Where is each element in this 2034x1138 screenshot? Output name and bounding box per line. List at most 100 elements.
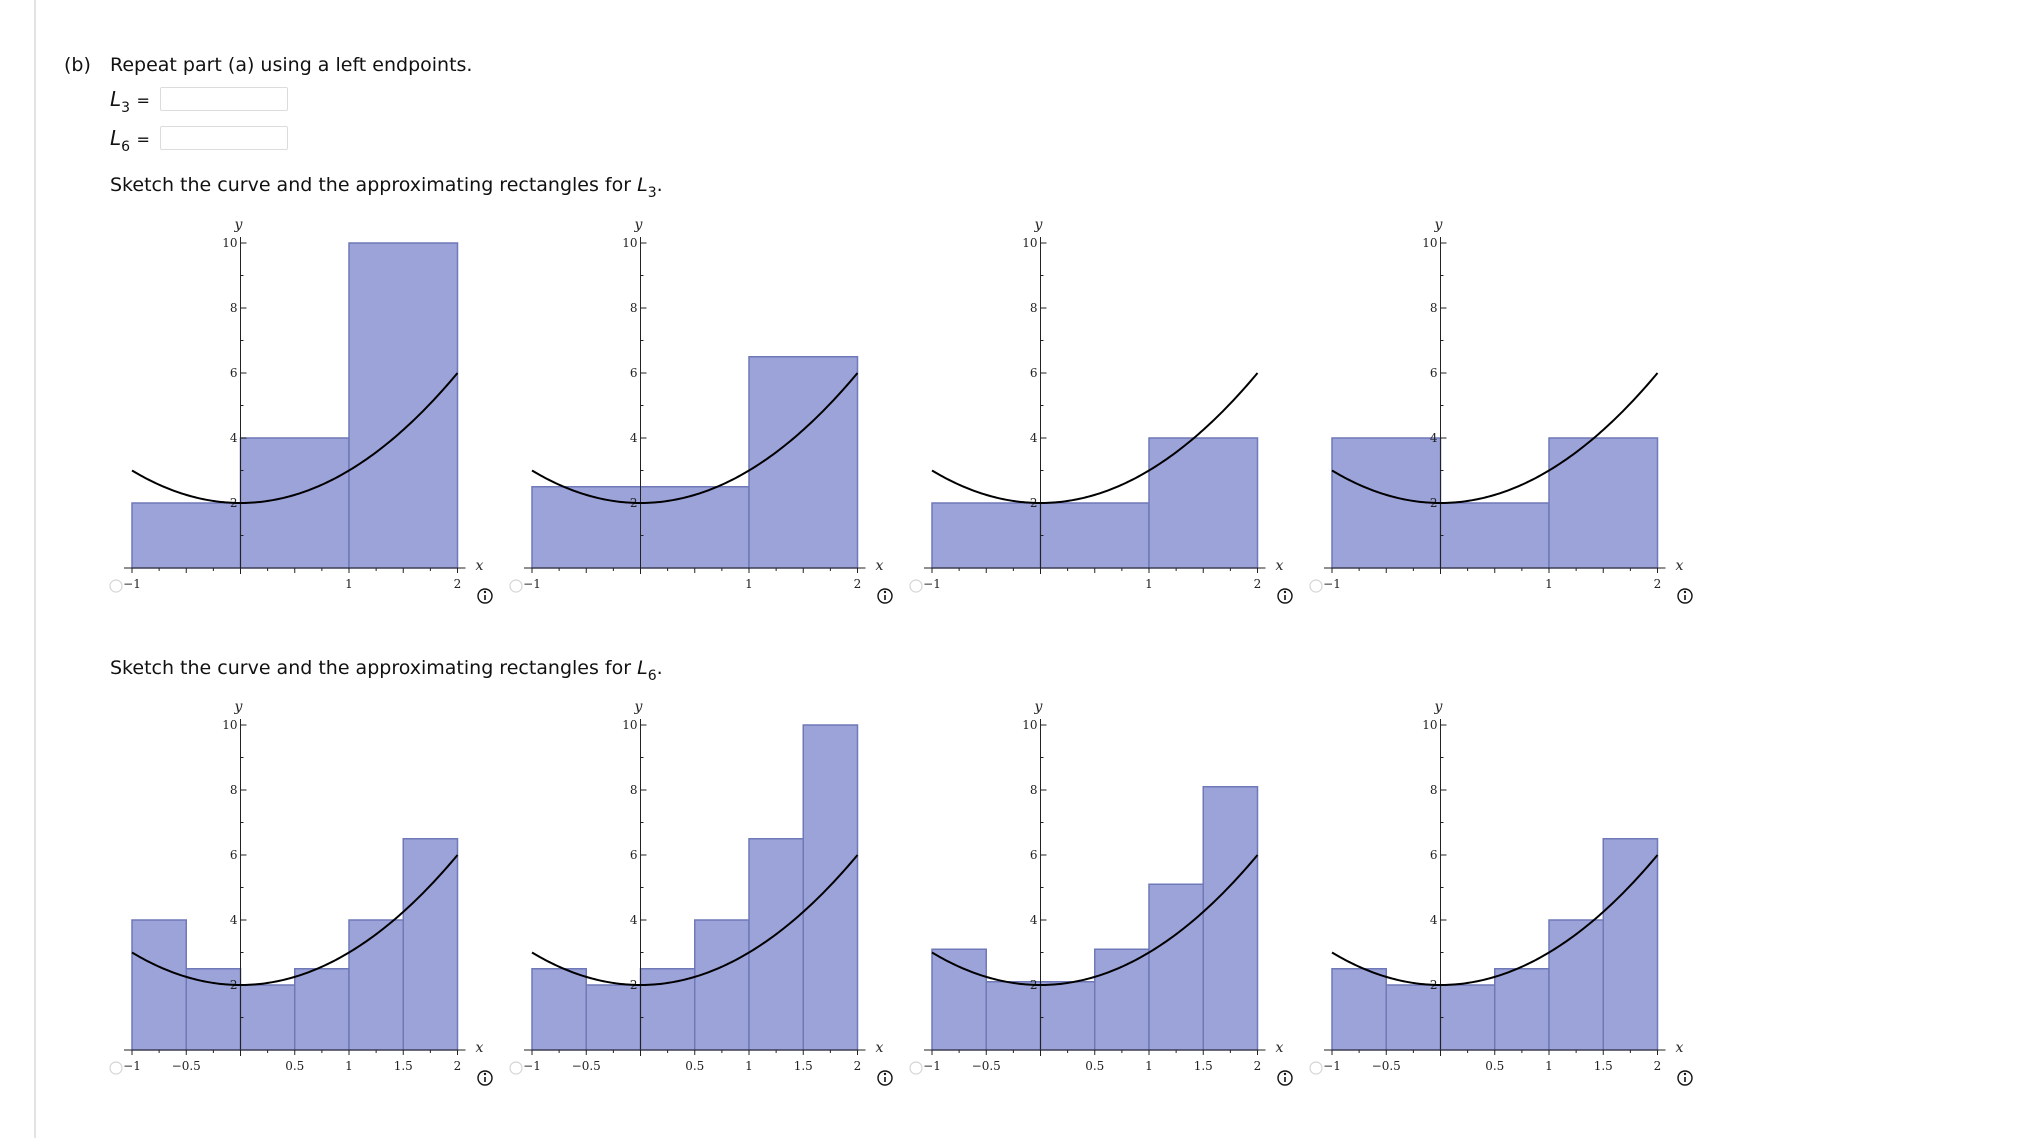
info-icon[interactable] — [1277, 588, 1293, 604]
approx-rectangle — [1148, 437, 1259, 569]
y-tick-label: 10 — [222, 718, 237, 732]
info-icon-dot — [1683, 590, 1687, 594]
radio-button[interactable] — [509, 1061, 523, 1075]
x-tick-label: 1 — [345, 1059, 353, 1073]
y-tick-label: 6 — [1430, 366, 1438, 380]
info-icon-dot — [883, 590, 887, 594]
info-icon[interactable] — [1277, 1070, 1293, 1086]
graph-option-l3-1[interactable]: 2 4 6 8 10 −1 1 2 x y — [105, 212, 500, 636]
radio-button[interactable] — [1309, 1061, 1323, 1075]
y-tick-label: 10 — [1022, 236, 1037, 250]
y-tick-label: 4 — [630, 913, 638, 927]
sketch-l3-prompt: Sketch the curve and the approximating r… — [110, 174, 663, 201]
approx-rectangle — [131, 502, 242, 569]
x-tick-label: −1 — [923, 1059, 941, 1073]
function-curve — [931, 372, 1259, 505]
approx-rectangle — [1548, 919, 1604, 1051]
info-icon[interactable] — [477, 588, 493, 604]
function-curve — [131, 854, 459, 987]
x-tick-label: 0.5 — [685, 1059, 704, 1073]
x-tick-label: 1 — [1145, 1059, 1153, 1073]
y-tick-label: 8 — [230, 301, 238, 315]
approx-rectangle — [348, 919, 404, 1051]
radio-button[interactable] — [1309, 579, 1323, 593]
graph-option-l6-4[interactable]: 2 4 6 8 10 −1 −0.5 0.5 1 1.5 2 x y — [1305, 694, 1700, 1118]
graph-option-l6-3[interactable]: 2 4 6 8 10 −1 −0.5 0.5 1 1.5 2 x y — [905, 694, 1300, 1118]
x-tick-label: 0.5 — [285, 1059, 304, 1073]
approx-rectangle — [1548, 437, 1659, 569]
graph-option-l3-2[interactable]: 2 4 6 8 10 −1 1 2 x y — [505, 212, 900, 636]
radio-button[interactable] — [909, 1061, 923, 1075]
y-tick-label: 10 — [1022, 718, 1037, 732]
x-tick-label: 1.5 — [394, 1059, 413, 1073]
y-tick-label: 6 — [1030, 848, 1038, 862]
sketch-l3-sub: 3 — [647, 185, 657, 201]
equals-sign: = — [136, 130, 150, 149]
x-tick-label: 2 — [854, 1059, 862, 1073]
instruction-text: Repeat part (a) using a left endpoints. — [110, 54, 473, 76]
x-tick-label: 2 — [854, 577, 862, 591]
graph-option-l3-3[interactable]: 2 4 6 8 10 −1 1 2 x y — [905, 212, 1300, 636]
radio-button[interactable] — [509, 579, 523, 593]
x-tick-label: −1 — [123, 1059, 141, 1073]
sketch-l3-var: L — [637, 174, 648, 196]
y-axis-label: y — [1034, 217, 1044, 233]
approx-rectangle — [531, 968, 587, 1051]
approx-rectangle — [1439, 984, 1496, 1051]
y-axis-label: y — [634, 699, 644, 715]
approx-rectangle — [348, 242, 459, 569]
sketch-l6-prompt: Sketch the curve and the approximating r… — [110, 657, 663, 684]
x-tick-label: 1.5 — [794, 1059, 813, 1073]
sketch-l3-period: . — [656, 174, 663, 196]
l6-answer-input[interactable] — [160, 126, 288, 150]
y-tick-label: 8 — [230, 783, 238, 797]
y-tick-label: 4 — [1430, 431, 1438, 445]
y-tick-label: 6 — [1030, 366, 1038, 380]
sketch-l6-var: L — [637, 657, 648, 679]
x-tick-label: 1.5 — [1194, 1059, 1213, 1073]
x-tick-label: 1 — [745, 1059, 753, 1073]
x-tick-label: 2 — [1254, 577, 1262, 591]
graph-option-l6-1[interactable]: 2 4 6 8 10 −1 −0.5 0.5 1 1.5 2 x y — [105, 694, 500, 1118]
x-tick-label: 2 — [1254, 1059, 1262, 1073]
radio-button[interactable] — [109, 579, 123, 593]
info-icon-dot — [483, 1072, 487, 1076]
x-axis-label: x — [1676, 558, 1684, 574]
x-tick-label: −0.5 — [172, 1059, 201, 1073]
l3-answer-input[interactable] — [160, 87, 288, 111]
approx-rectangle — [1148, 883, 1204, 1051]
x-tick-label: 2 — [454, 1059, 462, 1073]
answer-row-l3: L3 = — [110, 84, 288, 116]
approx-rectangle — [639, 968, 696, 1051]
info-icon-dot — [883, 1072, 887, 1076]
y-tick-label: 8 — [1430, 301, 1438, 315]
y-axis-label: y — [634, 217, 644, 233]
info-icon[interactable] — [477, 1070, 493, 1086]
function-curve — [1331, 854, 1659, 987]
radio-button[interactable] — [109, 1061, 123, 1075]
approx-rectangle — [931, 948, 987, 1051]
approx-rectangle — [931, 502, 1042, 569]
graph-option-l3-4[interactable]: 2 4 6 8 10 −1 1 2 x y — [1305, 212, 1700, 636]
x-tick-label: 0.5 — [1085, 1059, 1104, 1073]
info-icon[interactable] — [877, 588, 893, 604]
x-axis-label: x — [1676, 1040, 1684, 1056]
x-tick-label: 1 — [745, 577, 753, 591]
graph-option-l6-2[interactable]: 2 4 6 8 10 −1 −0.5 0.5 1 1.5 2 x y — [505, 694, 900, 1118]
equals-sign: = — [136, 91, 150, 110]
y-tick-label: 6 — [630, 366, 638, 380]
approx-rectangle — [1039, 502, 1150, 569]
radio-button[interactable] — [909, 579, 923, 593]
info-icon[interactable] — [877, 1070, 893, 1086]
approx-rectangle — [1602, 838, 1659, 1051]
y-axis-label: y — [1434, 699, 1444, 715]
x-axis-label: x — [876, 1040, 884, 1056]
x-tick-label: −0.5 — [972, 1059, 1001, 1073]
x-tick-label: −1 — [923, 577, 941, 591]
x-tick-label: −0.5 — [572, 1059, 601, 1073]
info-icon[interactable] — [1677, 588, 1693, 604]
info-icon[interactable] — [1677, 1070, 1693, 1086]
